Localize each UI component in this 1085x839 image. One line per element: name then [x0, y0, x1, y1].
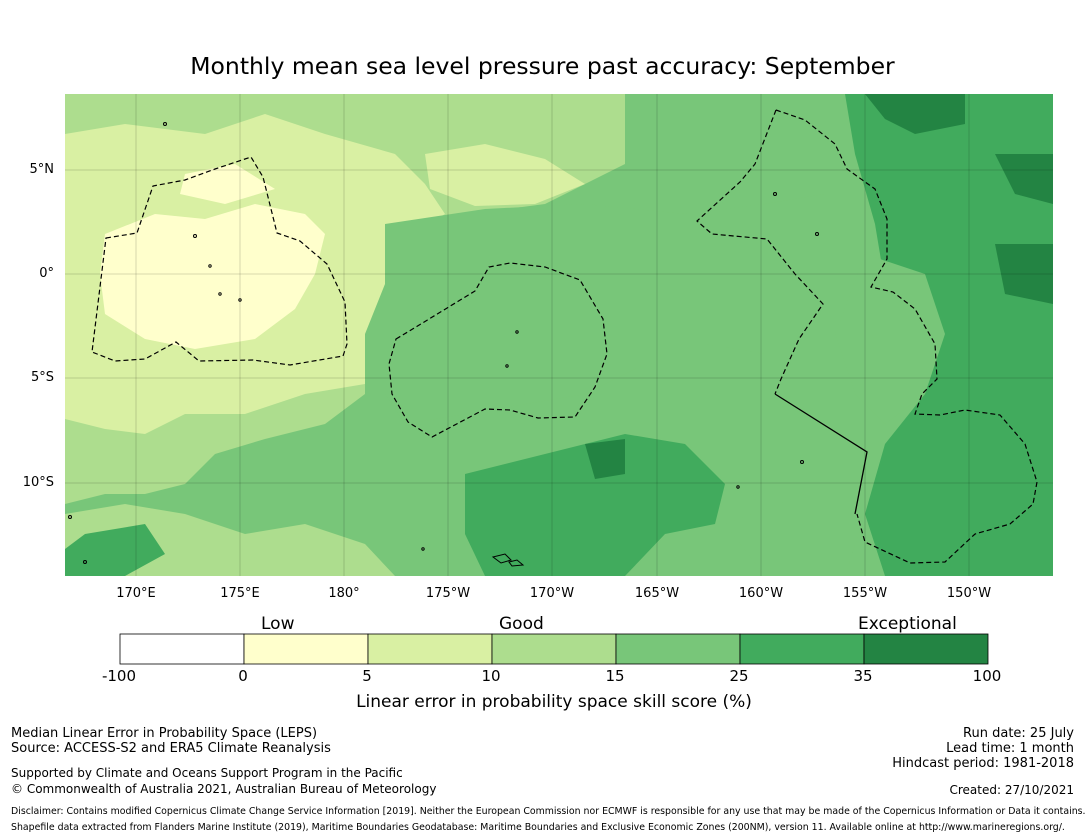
footer-source: Source: ACCESS-S2 and ERA5 Climate Reana…: [11, 741, 331, 756]
island-dot: [163, 122, 167, 126]
colorbar-tick: 100: [972, 667, 1002, 685]
island-dot: [421, 547, 425, 551]
lon-label: 170°E: [116, 586, 156, 601]
colorbar-segment: [739, 633, 865, 665]
skill-region-north-yellow: [180, 164, 275, 204]
skill-region-east-mid: [835, 254, 945, 424]
colorbar-tick: 10: [481, 667, 501, 685]
footer-hindcast-period: Hindcast period: 1981-2018: [892, 756, 1074, 771]
skill-region-south-light: [725, 494, 865, 576]
lon-label: 150°W: [946, 586, 992, 601]
island-samoa-2: [508, 559, 525, 567]
island-dot: [815, 232, 819, 236]
skill-region-central-mid: [385, 194, 825, 424]
island-dot: [193, 234, 197, 238]
colorbar-category-good: Good: [499, 614, 544, 634]
lon-label: 165°W: [634, 586, 680, 601]
footer-support: Supported by Climate and Oceans Support …: [11, 766, 403, 780]
colorbar-tick: 15: [605, 667, 625, 685]
island-dot: [800, 460, 804, 464]
lon-label: 160°W: [738, 586, 784, 601]
island-dot: [736, 485, 740, 489]
skill-region-west-yellow: [100, 204, 325, 349]
footer-lead-time: Lead time: 1 month: [946, 741, 1074, 756]
footer-created: Created: 27/10/2021: [949, 783, 1074, 797]
lon-label: 175°W: [425, 586, 471, 601]
colorbar-segment: [367, 633, 493, 665]
skill-region-central-lightgreen: [425, 144, 585, 206]
colorbar-label: Linear error in probability space skill …: [356, 692, 752, 712]
skill-region-east-dark: [845, 94, 1053, 576]
lon-label: 175°E: [220, 586, 260, 601]
skill-region-east-darkest-3: [995, 244, 1053, 304]
island-dot: [208, 264, 212, 268]
footer-copyright: © Commonwealth of Australia 2021, Austra…: [11, 782, 437, 796]
colorbar-tick: 25: [729, 667, 749, 685]
map-title: Monthly mean sea level pressure past acc…: [190, 52, 895, 80]
eez-cook-north: [775, 109, 1038, 564]
graticule: [65, 94, 1053, 576]
colorbar-segment: [863, 633, 989, 665]
island-dot: [83, 560, 87, 564]
colorbar-tick: -100: [101, 667, 137, 685]
island-dot: [515, 330, 519, 334]
eez-tokelau-samoa: [388, 262, 608, 438]
island-dot: [238, 298, 242, 302]
island-dot: [68, 515, 72, 519]
eez-boundaries: [91, 109, 1038, 564]
colorbar-tick: 35: [853, 667, 873, 685]
colorbar-segment: [243, 633, 369, 665]
lat-label: 10°S: [22, 475, 54, 490]
colorbar-tick: 5: [362, 667, 372, 685]
lat-label: 5°S: [30, 370, 54, 385]
colorbar-tick: 0: [238, 667, 248, 685]
footer-method: Median Linear Error in Probability Space…: [11, 726, 318, 741]
lat-label: 5°N: [29, 162, 55, 177]
island-dot: [773, 192, 777, 196]
island-dot: [505, 364, 509, 368]
lat-label: 0°: [39, 266, 54, 281]
skill-region-east-darkest-2: [995, 154, 1053, 204]
eez-tuvalu: [91, 156, 348, 366]
footer-disclaimer: Disclaimer: Contains modified Copernicus…: [11, 806, 1085, 817]
skill-region-south-dark: [465, 434, 725, 576]
colorbar-category-low: Low: [261, 614, 295, 634]
skill-region-south-darkest: [585, 439, 625, 479]
island-samoa-1: [491, 553, 512, 564]
lon-label: 170°W: [529, 586, 575, 601]
skill-region-southwest-dark: [65, 524, 165, 576]
colorbar-segment: [119, 633, 245, 665]
footer-shapefile-credit: Shapefile data extracted from Flanders M…: [11, 822, 1065, 833]
island-dot: [218, 292, 222, 296]
lon-label: 155°W: [842, 586, 888, 601]
colorbar: [119, 633, 989, 669]
eez-cook-west: [696, 109, 824, 395]
skill-score-map: [65, 94, 1053, 576]
islands: [68, 122, 819, 567]
lon-label: 180°: [328, 586, 360, 601]
colorbar-segment: [491, 633, 617, 665]
footer-run-date: Run date: 25 July: [963, 726, 1074, 741]
eez-solid-line: [774, 393, 868, 515]
colorbar-category-exceptional: Exceptional: [858, 614, 957, 634]
colorbar-segment: [615, 633, 741, 665]
skill-region-east-darkest: [865, 94, 965, 134]
